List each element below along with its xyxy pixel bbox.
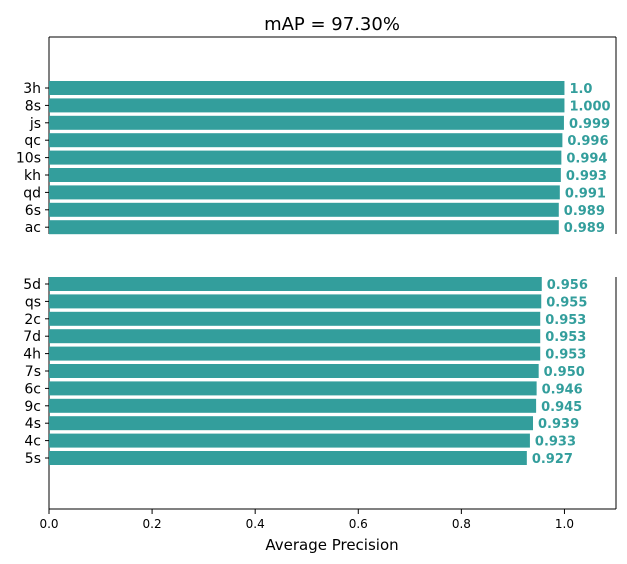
top-panel-bars: 3h 1.0 8s 1.000 js 0.999 qc 0.996 10s 0.994 kh 0.99… <box>16 81 611 236</box>
top-ytick-label: 10s <box>16 151 41 167</box>
bottom-bar-7s <box>49 364 539 378</box>
top-data-label: 0.999 <box>569 117 610 132</box>
bottom-ytick-label: 4s <box>25 416 41 432</box>
top-ytick-label: ac <box>25 220 41 236</box>
bottom-data-label: 0.953 <box>545 313 586 328</box>
xtick-label: 0.8 <box>452 517 471 531</box>
top-data-label: 0.993 <box>566 169 607 184</box>
top-ytick-label: 6s <box>25 203 41 219</box>
xtick-label: 0.4 <box>246 517 265 531</box>
bottom-ytick-label: 7s <box>25 364 41 380</box>
bottom-bar-4c <box>49 433 530 448</box>
top-data-label: 0.996 <box>567 134 608 149</box>
bottom-bar-5d <box>49 277 542 291</box>
bottom-ytick-label: 7d <box>23 329 41 345</box>
top-ytick-label: qd <box>23 185 41 201</box>
top-bar-ac <box>49 220 559 235</box>
top-bar-8s <box>49 98 565 113</box>
top-data-label: 0.991 <box>565 186 606 201</box>
bottom-ytick-label: 4h <box>23 347 41 363</box>
xtick-label: 0.2 <box>143 517 162 531</box>
bottom-bar-4h <box>49 346 541 361</box>
bottom-data-label: 0.946 <box>542 382 583 397</box>
bottom-ytick-label: 9c <box>24 399 41 415</box>
bottom-bar-2c <box>49 311 541 326</box>
xtick-label: 0.0 <box>39 517 58 531</box>
top-bar-kh <box>49 168 561 182</box>
top-ytick-label: 8s <box>25 98 41 114</box>
bottom-data-label: 0.950 <box>544 365 585 380</box>
bottom-data-label: 0.939 <box>538 417 579 432</box>
bottom-bar-9c <box>49 398 537 413</box>
bottom-data-label: 0.955 <box>546 295 587 310</box>
bottom-data-label: 0.953 <box>545 348 586 363</box>
top-data-label: 0.989 <box>564 221 605 236</box>
bottom-bar-4s <box>49 416 534 431</box>
top-data-label: 0.994 <box>566 152 607 167</box>
top-bar-10s <box>49 150 562 165</box>
top-bar-qd <box>49 185 560 200</box>
bottom-bar-qs <box>49 294 542 309</box>
top-bar-3h <box>49 81 565 95</box>
x-axis: 0.0 0.2 0.4 0.6 0.8 1.0 <box>39 509 574 531</box>
chart-title: mAP = 97.30% <box>264 14 400 35</box>
bottom-panel-bars: 5d 0.956 qs 0.955 2c 0.953 7d 0.953 4h 0.953 7s 0.9… <box>23 277 588 467</box>
top-data-label: 1.0 <box>569 82 592 97</box>
bottom-ytick-label: 5s <box>25 451 41 467</box>
bottom-ytick-label: 6c <box>24 381 41 397</box>
bottom-bar-6c <box>49 381 537 396</box>
top-data-label: 1.000 <box>569 99 610 114</box>
xtick-label: 1.0 <box>555 517 574 531</box>
bottom-data-label: 0.956 <box>547 278 588 293</box>
bottom-bar-5s <box>49 451 527 465</box>
bottom-data-label: 0.945 <box>541 400 582 415</box>
top-bar-qc <box>49 133 563 148</box>
top-ytick-label: kh <box>24 168 41 184</box>
bottom-ytick-label: qs <box>25 294 41 310</box>
top-ytick-label: 3h <box>23 81 41 97</box>
bottom-ytick-label: 2c <box>24 312 41 328</box>
bottom-data-label: 0.927 <box>532 452 573 467</box>
top-data-label: 0.989 <box>564 204 605 219</box>
top-bar-6s <box>49 202 559 217</box>
top-ytick-label: js <box>29 116 41 132</box>
bottom-ytick-label: 5d <box>23 277 41 293</box>
bottom-data-label: 0.953 <box>545 330 586 345</box>
bottom-ytick-label: 4c <box>24 434 41 450</box>
bottom-bar-7d <box>49 329 541 344</box>
top-ytick-label: qc <box>24 133 41 149</box>
xtick-label: 0.6 <box>349 517 368 531</box>
x-axis-label: Average Precision <box>265 536 398 554</box>
bottom-data-label: 0.933 <box>535 435 576 450</box>
top-bar-js <box>49 115 564 130</box>
